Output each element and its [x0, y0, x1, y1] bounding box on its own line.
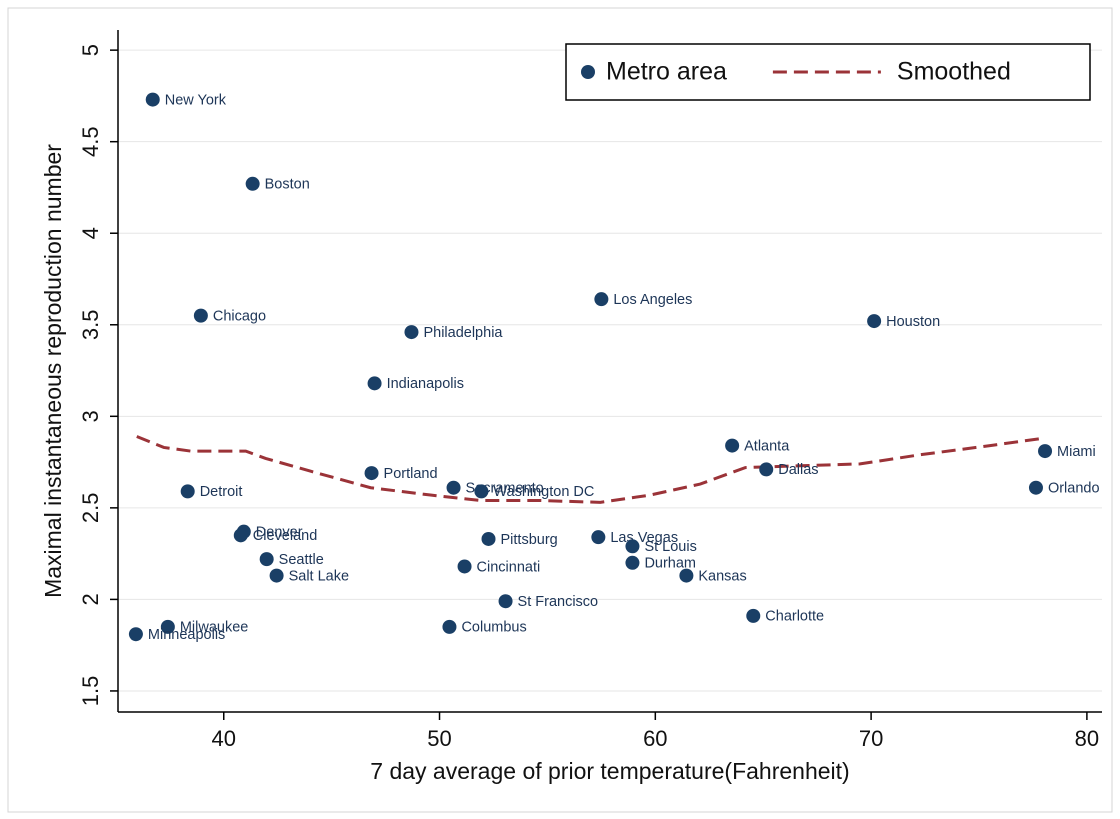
point [269, 568, 284, 583]
point [474, 484, 489, 499]
point [245, 176, 260, 191]
point-label: Washington DC [493, 484, 594, 500]
point [446, 480, 461, 495]
y-tick-label: 4 [78, 227, 103, 239]
point-label: Durham [644, 556, 696, 572]
point-label: Portland [384, 466, 438, 482]
point-label: Seattle [279, 552, 324, 568]
point [160, 619, 175, 634]
point [180, 484, 195, 499]
y-tick-label: 2 [78, 593, 103, 605]
point [725, 438, 740, 453]
legend-marker [581, 65, 595, 79]
point-label: Detroit [200, 484, 243, 500]
point [679, 568, 694, 583]
point [364, 466, 379, 481]
point-label: Philadelphia [423, 325, 503, 341]
y-tick-label: 2.5 [78, 493, 103, 524]
point-label: Dallas [778, 462, 818, 478]
point-label: Kansas [698, 568, 746, 584]
point [498, 594, 513, 609]
point-label: Miami [1057, 444, 1096, 460]
x-tick-label: 50 [427, 726, 451, 751]
point-label: Cincinnati [477, 559, 541, 575]
point-label: Houston [886, 314, 940, 330]
point [259, 552, 274, 567]
point [145, 92, 160, 107]
legend-label: Smoothed [897, 58, 1011, 86]
point [457, 559, 472, 574]
point [591, 530, 606, 545]
point [128, 627, 143, 642]
point-label: Indianapolis [387, 376, 464, 392]
point-label: Boston [265, 177, 310, 193]
smoothed-line [136, 435, 1044, 504]
y-tick-label: 3.5 [78, 309, 103, 340]
x-tick-label: 80 [1075, 726, 1099, 751]
point [746, 608, 761, 623]
y-tick-label: 4.5 [78, 126, 103, 157]
point-label: Atlanta [744, 438, 790, 454]
point [867, 314, 882, 329]
point [481, 531, 496, 546]
legend-label: Metro area [606, 58, 727, 86]
point-label: Denver [256, 524, 303, 540]
point-label: Milwaukee [180, 620, 249, 636]
point [404, 325, 419, 340]
x-tick-label: 40 [211, 726, 235, 751]
point [625, 539, 640, 554]
point-label: Charlotte [765, 609, 824, 625]
point [193, 308, 208, 323]
point [367, 376, 382, 391]
point [594, 292, 609, 307]
point [759, 462, 774, 477]
point-label: Cleveland [253, 528, 318, 544]
point-label: Columbus [461, 620, 526, 636]
point-label: Orlando [1048, 481, 1100, 497]
y-tick-label: 3 [78, 410, 103, 422]
point-label: Los Angeles [613, 292, 692, 308]
y-tick-label: 1.5 [78, 676, 103, 707]
point [233, 528, 248, 543]
point-label: Minneapolis [148, 627, 225, 643]
point-label: Pittsburg [501, 532, 558, 548]
point-label: Chicago [213, 308, 266, 324]
point-label: St Francisco [518, 594, 599, 610]
point [442, 619, 457, 634]
x-tick-label: 70 [859, 726, 883, 751]
point-label: Salt Lake [289, 568, 349, 584]
x-tick-label: 60 [643, 726, 667, 751]
y-tick-label: 5 [78, 44, 103, 56]
point-label: St Louis [644, 539, 696, 555]
y-axis-title: Maximal instantaneous reproduction numbe… [40, 144, 66, 598]
x-axis-title: 7 day average of prior temperature(Fahre… [370, 758, 849, 784]
point [1038, 444, 1053, 459]
point [625, 555, 640, 570]
point [1028, 480, 1043, 495]
point-label: New York [165, 92, 227, 108]
